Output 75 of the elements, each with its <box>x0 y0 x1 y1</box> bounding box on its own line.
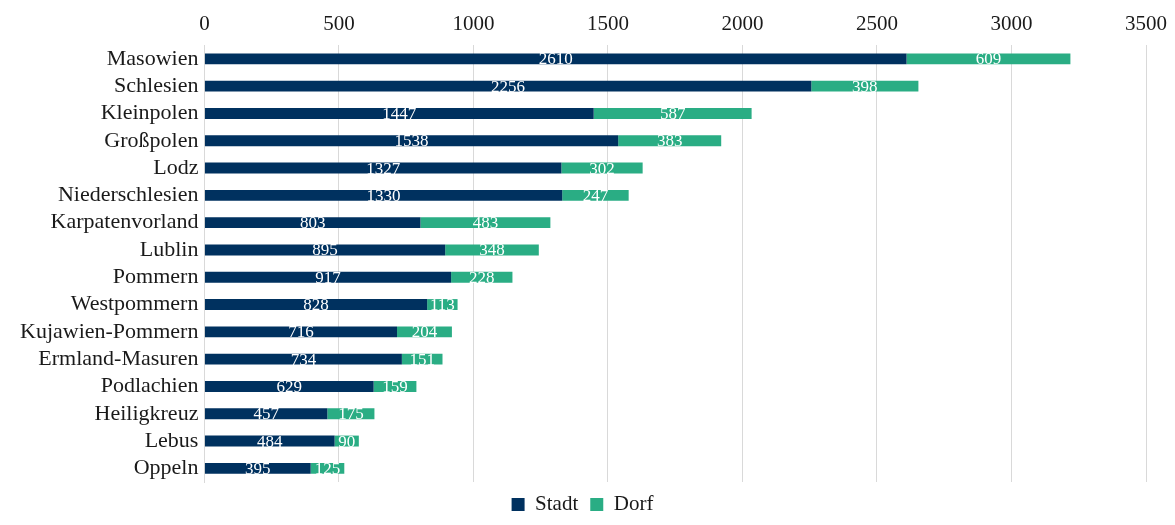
bar <box>204 244 446 256</box>
bar <box>204 435 335 447</box>
data-label: 716 <box>288 322 314 342</box>
data-label: 204 <box>411 322 438 342</box>
y-tick-label: Kleinpolen <box>100 99 199 125</box>
y-tick-label: Pommern <box>112 263 199 289</box>
data-label: 917 <box>315 267 342 287</box>
data-label: 395 <box>245 458 271 478</box>
data-label: 151 <box>409 349 435 369</box>
data-label: 113 <box>429 295 455 315</box>
y-tick-label: Ermland-Masuren <box>38 344 199 370</box>
legend-label: Stadt <box>535 491 579 516</box>
data-label: 1538 <box>394 131 429 151</box>
data-label: 629 <box>276 376 303 396</box>
data-label: 302 <box>589 158 615 178</box>
bar <box>204 408 328 420</box>
y-tick-label: Großpolen <box>104 126 199 152</box>
data-label: 159 <box>382 376 408 396</box>
y-tick-label: Westpommern <box>70 290 199 316</box>
y-tick-label: Schlesien <box>114 71 199 97</box>
bar <box>204 380 374 392</box>
data-label: 2256 <box>491 76 526 96</box>
y-tick-label: Oppeln <box>133 454 199 480</box>
bar <box>204 53 907 65</box>
y-tick-label: Niederschlesien <box>57 181 199 207</box>
data-label: 587 <box>659 103 686 123</box>
data-label: 734 <box>290 349 317 369</box>
data-label: 484 <box>257 431 284 451</box>
bar <box>204 135 619 147</box>
data-label: 125 <box>314 458 341 478</box>
data-label: 803 <box>299 213 326 233</box>
y-tick-label: Lebus <box>144 426 199 452</box>
data-label: 483 <box>472 213 499 233</box>
y-tick-label: Heiligkreuz <box>94 399 199 425</box>
bar <box>204 353 402 365</box>
data-label: 1447 <box>382 103 417 123</box>
bar <box>204 80 812 92</box>
bar <box>204 189 563 201</box>
x-tick-label: 0 <box>199 11 210 36</box>
data-label: 228 <box>469 267 495 287</box>
x-tick-label: 3000 <box>990 11 1033 36</box>
x-tick-label: 1500 <box>586 11 629 36</box>
y-tick-label: Lublin <box>139 235 199 261</box>
data-label: 2610 <box>538 49 573 69</box>
x-tick-label: 500 <box>323 11 355 36</box>
y-tick-label: Kujawien-Pommern <box>20 317 199 343</box>
data-label: 1327 <box>366 158 401 178</box>
bar <box>204 271 452 283</box>
data-label: 609 <box>975 49 1002 69</box>
data-label: 895 <box>312 240 338 260</box>
bar <box>204 299 428 311</box>
x-tick-label: 2500 <box>855 11 898 36</box>
x-tick-label: 2000 <box>721 11 764 36</box>
y-tick-label: Lodz <box>153 153 199 179</box>
x-tick-label: 1000 <box>452 11 495 36</box>
y-tick-label: Masowien <box>106 44 199 70</box>
data-label: 348 <box>479 240 505 260</box>
data-label: 1330 <box>366 185 401 205</box>
bar <box>204 107 594 119</box>
data-label: 457 <box>253 404 280 424</box>
data-label: 90 <box>338 431 356 451</box>
bar <box>204 326 398 338</box>
bar <box>906 53 1071 65</box>
data-label: 383 <box>656 131 683 151</box>
x-tick-label: 3500 <box>1125 11 1167 36</box>
data-label: 247 <box>582 185 609 205</box>
data-label: 175 <box>338 404 364 424</box>
y-tick-label: Podlachien <box>100 372 199 398</box>
data-label: 828 <box>303 295 329 315</box>
y-tick-label: Karpatenvorland <box>50 208 199 234</box>
legend-label: Dorf <box>613 491 654 516</box>
bar <box>593 107 752 119</box>
bar <box>204 217 421 229</box>
bar <box>204 162 562 174</box>
data-label: 398 <box>852 76 878 96</box>
